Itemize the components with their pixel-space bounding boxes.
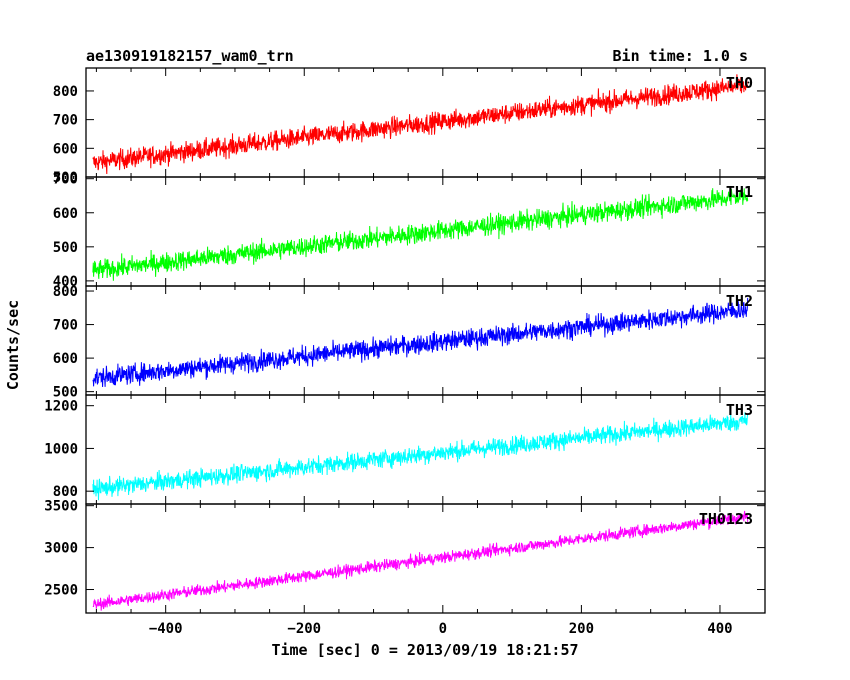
bin-time-label: Bin time: 1.0 s (613, 47, 748, 65)
series-label-th0: TH0 (726, 74, 753, 92)
panel-th3: 800 1000 1200 TH3 (44, 394, 766, 505)
y-tick-label: 1200 (44, 399, 78, 415)
y-tick-label: 800 (53, 284, 78, 300)
series-trace-th0123 (92, 510, 749, 611)
y-tick-label: 500 (53, 240, 78, 256)
series-label-th0123: TH0123 (699, 510, 753, 528)
y-tick-label: 1000 (44, 441, 78, 457)
y-tick-label: 500 (53, 170, 78, 186)
panel-frame (85, 503, 766, 614)
series-trace-th0 (92, 74, 749, 175)
panel-th0: 500 600 700 800 TH0 (53, 67, 766, 186)
y-tick-label: 400 (53, 274, 78, 290)
y-tick-label: 3000 (44, 541, 78, 557)
y-tick-label: 500 (53, 385, 78, 401)
y-tick-label: 2500 (44, 583, 78, 599)
y-tick-label: 3500 (44, 499, 78, 515)
x-tick-label: −200 (287, 621, 321, 637)
y-tick-label: 700 (53, 113, 78, 129)
panel-th2: 500 600 700 800 TH2 (53, 284, 766, 401)
x-tick-label: 400 (707, 621, 732, 637)
x-axis-label: Time [sec] 0 = 2013/09/19 18:21:57 (271, 641, 578, 659)
panel-th0123: 2500 3000 3500 TH0123 (44, 499, 766, 614)
series-label-th3: TH3 (726, 401, 753, 419)
x-axis: −400 −200 0 200 400 (149, 621, 733, 637)
y-axis-label: Counts/sec (4, 300, 22, 390)
y-tick-label: 700 (53, 318, 78, 334)
y-tick-label: 800 (53, 84, 78, 100)
x-tick-label: −400 (149, 621, 183, 637)
series-trace-th2 (92, 297, 749, 388)
y-tick-label: 600 (53, 206, 78, 222)
panel-frame (85, 285, 766, 396)
y-tick-label: 600 (53, 141, 78, 157)
y-tick-label: 700 (53, 172, 78, 188)
x-tick-label: 0 (439, 621, 447, 637)
series-trace-th3 (92, 412, 749, 501)
chart-title: ae130919182157_wam0_trn (86, 47, 294, 65)
panels: 500 600 700 800 TH0 400 500 600 700 TH1 500 600 700 8… (44, 67, 766, 614)
y-tick-label: 600 (53, 351, 78, 367)
y-tick-label: 800 (53, 484, 78, 500)
series-label-th2: TH2 (726, 292, 753, 310)
series-label-th1: TH1 (726, 183, 753, 201)
x-tick-label: 200 (569, 621, 594, 637)
series-trace-th1 (92, 188, 749, 281)
panel-th1: 400 500 600 700 TH1 (53, 172, 766, 290)
